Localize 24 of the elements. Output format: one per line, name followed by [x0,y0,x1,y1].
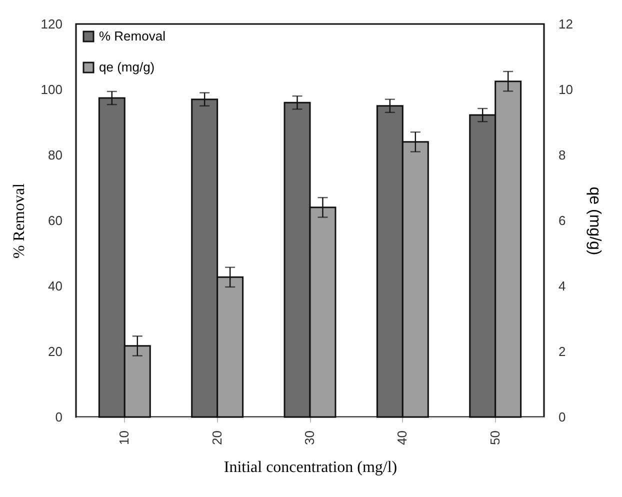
x-tick-label: 30 [302,430,317,445]
y-tick-label: 80 [48,148,62,162]
y-tick-label: 40 [48,278,62,294]
y-axis-title: % Removal [10,182,28,259]
y-tick-label: 0 [55,410,62,424]
y-tick-label: 20 [48,344,62,359]
x-tick-label: 40 [394,430,410,445]
x-tick-label: 20 [209,430,224,445]
y-tick-label: 120 [40,16,62,32]
x-axis-title: Initial concentration (mg/l) [224,458,398,476]
y2-tick-label: 10 [558,82,573,97]
x-tick-label: 50 [487,430,502,445]
y2-tick-label: 6 [558,213,566,228]
y2-tick-label: 8 [558,148,566,162]
y2-tick-label: 0 [558,410,566,424]
y2-tick-label: 4 [558,278,566,294]
x-tick-label: 10 [116,430,132,445]
y-tick-label: 60 [48,213,62,228]
y2-tick-label: 2 [558,344,566,359]
legend-label: qe (mg/g) [99,60,155,74]
y2-axis-title: qe (mg/g) [586,186,603,256]
y-tick-label: 100 [40,82,62,97]
legend-label: % Removal [99,28,166,44]
y2-tick-label: 12 [558,16,573,32]
